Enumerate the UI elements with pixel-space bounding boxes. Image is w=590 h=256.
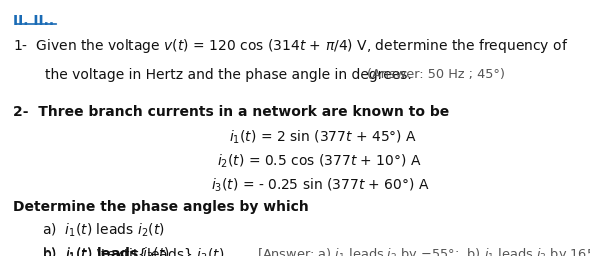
Text: [Answer: a) $i_1$ leads $i_2$ by $-$55°;  b) $i_1$ leads $i_3$ by 165°]: [Answer: a) $i_1$ leads $i_2$ by $-$55°;… [257,246,590,256]
Text: 1-  Given the voltage $v(t)$ = 120 cos (314$t$ + $\pi$/4) V, determine the frequ: 1- Given the voltage $v(t)$ = 120 cos (3… [13,37,568,55]
Text: the voltage in Hertz and the phase angle in degrees.: the voltage in Hertz and the phase angle… [45,68,412,81]
Text: a)  $i_1(t)$ leads $i_2(t)$: a) $i_1(t)$ leads $i_2(t)$ [42,222,165,239]
Text: $i_1(t)$ = 2 sin (377$t$ + 45°) A: $i_1(t)$ = 2 sin (377$t$ + 45°) A [228,129,417,146]
Text: 2-  Three branch currents in a network are known to be: 2- Three branch currents in a network ar… [13,104,449,119]
Text: b)  $\it{i_1(t)}$ $\bf{leads}$ $\it{i_3(t)}$.: b) $\it{i_1(t)}$ $\bf{leads}$ $\it{i_3(t… [42,246,173,256]
Text: $i_2(t)$ = 0.5 cos (377$t$ + 10°) A: $i_2(t)$ = 0.5 cos (377$t$ + 10°) A [217,152,422,170]
Text: (Answer: 50 Hz ; 45°): (Answer: 50 Hz ; 45°) [367,68,505,81]
Text: $i_3(t)$ = - 0.25 sin (377$t$ + 60°) A: $i_3(t)$ = - 0.25 sin (377$t$ + 60°) A [211,176,430,194]
Text: b)  $\mathit{i_1(t)}$ \textit{leads} $\mathit{i_3(t)}$.: b) $\mathit{i_1(t)}$ \textit{leads} $\ma… [42,246,228,256]
Text: Determine the phase angles by which: Determine the phase angles by which [13,200,309,214]
Text: II. II..: II. II.. [13,14,54,28]
